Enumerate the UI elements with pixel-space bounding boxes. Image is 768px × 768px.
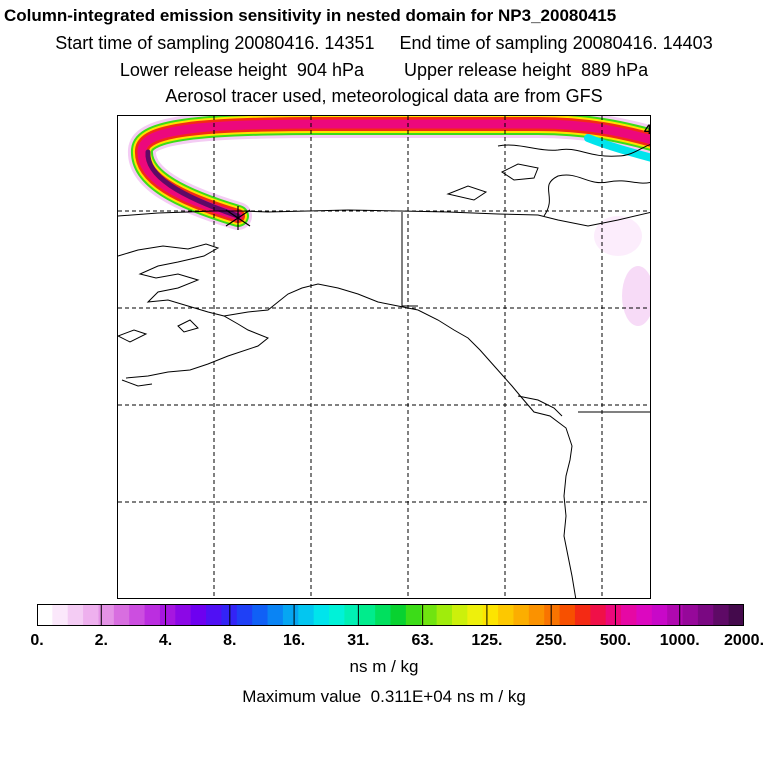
colorbar-cell — [175, 604, 192, 626]
colorbar-cell — [559, 604, 576, 626]
colorbar-cell — [236, 604, 253, 626]
colorbar-cell — [313, 604, 330, 626]
colorbar-cell — [113, 604, 130, 626]
colorbar-cell — [605, 604, 622, 626]
colorbar-cell — [375, 604, 392, 626]
coastlines — [118, 144, 650, 598]
colorbar-cell — [37, 604, 53, 626]
colorbar-cell — [359, 604, 376, 626]
colorbar-cell — [636, 604, 653, 626]
colorbar-tick-label: 2000. — [723, 632, 765, 649]
colorbar-tick-label: 125. — [471, 632, 503, 649]
colorbar-cell — [344, 604, 361, 626]
political-borders — [401, 212, 650, 413]
colorbar-cell — [206, 604, 223, 626]
release-location-marker — [225, 206, 251, 230]
colorbar-cell — [482, 604, 499, 626]
colorbar-cell — [405, 604, 422, 626]
colorbar-cell — [252, 604, 269, 626]
colorbar-cell — [451, 604, 468, 626]
map-corner-label: 4 — [644, 121, 651, 137]
colorbar-cell — [544, 604, 561, 626]
colorbar-tick-label: 0. — [30, 632, 44, 649]
colorbar-cell — [697, 604, 714, 626]
colorbar-tick-label: 16. — [282, 632, 306, 649]
colorbar-tick-label: 63. — [411, 632, 434, 649]
map-panel: 4 — [117, 115, 651, 599]
colorbar-tick-label: 2. — [94, 632, 108, 649]
sampling-time-line: Start time of sampling 20080416. 14351 E… — [55, 33, 713, 53]
colorbar-cell — [98, 604, 115, 626]
colorbar-cell — [144, 604, 161, 626]
colorbar-cell — [498, 604, 515, 626]
colorbar-tick-label: 500. — [599, 632, 632, 649]
colorbar-tick-label: 1000. — [659, 632, 700, 649]
colorbar-cell — [329, 604, 345, 626]
colorbar-cell — [267, 604, 284, 626]
colorbar-cell — [467, 604, 484, 626]
colorbar-cell — [651, 604, 668, 626]
colorbar-cell — [298, 604, 315, 626]
colorbar-cell — [682, 604, 699, 626]
figure-title: Column-integrated emission sensitivity i… — [4, 6, 617, 25]
colorbar-cell — [129, 604, 146, 626]
colorbar-tick-label: 31. — [347, 632, 370, 649]
colorbar-cell — [621, 604, 638, 626]
colorbar-cell — [528, 604, 545, 626]
maximum-value-line: Maximum value 0.311E+04 ns m / kg — [242, 687, 526, 706]
colorbar-cell — [282, 604, 299, 626]
colorbar-cell — [390, 604, 407, 626]
colorbar-cell — [728, 604, 744, 626]
colorbar-cell — [83, 604, 100, 626]
colorbar-cell — [52, 604, 69, 626]
release-height-line: Lower release height 904 hPa Upper relea… — [119, 60, 649, 80]
colorbar-cell — [436, 604, 453, 626]
colorbar-cell — [713, 604, 730, 626]
colorbar-cell — [574, 604, 591, 626]
colorbar-tick-label: 250. — [535, 632, 567, 649]
colorbar-cell — [67, 604, 84, 626]
colorbar-cell — [421, 604, 438, 626]
colorbar-cell — [667, 604, 684, 626]
colorbar-units: ns m / kg — [349, 657, 419, 676]
tracer-info-line: Aerosol tracer used, meteorological data… — [165, 86, 603, 106]
sensitivity-plume — [128, 116, 650, 326]
graticule-lines — [118, 116, 650, 598]
colorbar-tick-label: 4. — [158, 632, 173, 649]
map-canvas: 4 — [118, 116, 651, 598]
colorbar-cell — [513, 604, 530, 626]
colorbar-cell — [590, 604, 607, 626]
colorbar — [37, 604, 744, 626]
colorbar-cell — [190, 604, 207, 626]
colorbar-cell — [159, 604, 176, 626]
colorbar-tick-label: 8. — [223, 632, 237, 649]
